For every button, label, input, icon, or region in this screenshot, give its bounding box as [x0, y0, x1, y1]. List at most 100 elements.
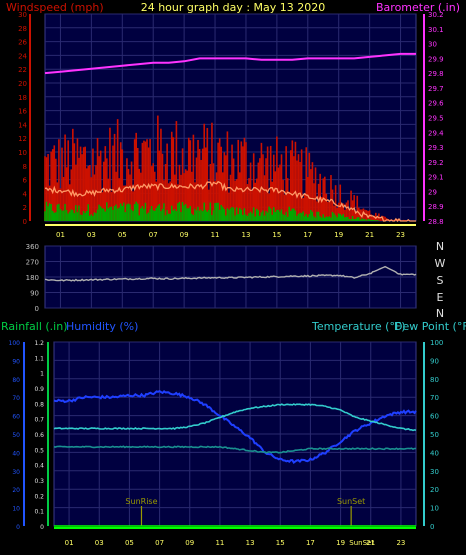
left-tick-label: 28 — [18, 25, 27, 33]
left-tick-label: 22 — [18, 66, 27, 74]
left-tick-label: 8 — [23, 163, 27, 171]
rain-tick-label: 0.7 — [34, 417, 44, 424]
x-tick-label: 01 — [65, 539, 74, 547]
rain-tick-label: 0.1 — [34, 509, 44, 516]
right-tick-label: 29.4 — [428, 129, 444, 137]
x-tick-label: 19 — [336, 539, 345, 547]
humidity-legend: Humidity (%) — [66, 320, 138, 333]
left-tick-label: 30 — [18, 11, 27, 19]
humidity-tick-label: 90 — [12, 358, 20, 365]
humidity-tick-label: 0 — [16, 524, 20, 531]
humidity-tick-label: 80 — [12, 377, 20, 384]
x-tick-label: 05 — [125, 539, 134, 547]
x-tick-label: 19 — [334, 231, 343, 239]
rain-tick-label: 0.2 — [34, 493, 44, 500]
x-tick-label: 17 — [306, 539, 315, 547]
barometer-line — [44, 52, 416, 75]
temperature-line — [53, 403, 417, 432]
right-tick-label: 29.7 — [428, 85, 444, 93]
x-tick-label: 07 — [155, 539, 164, 547]
dewpoint-legend: Dew Point (°F) — [394, 320, 466, 333]
compass-label: S — [437, 274, 444, 287]
left-tick-label: 16 — [18, 108, 27, 116]
direction-tick-label: 270 — [26, 259, 39, 267]
direction-tick-label: 180 — [26, 274, 39, 282]
right-tick-label: 29.3 — [428, 144, 444, 152]
rain-tick-label: 0.6 — [34, 432, 44, 439]
right-tick-label: 29.6 — [428, 100, 444, 108]
direction-tick-label: 90 — [30, 290, 39, 298]
x-tick-label: 09 — [185, 539, 194, 547]
wind-barometer-chart: 02468101214161820222426283028.828.92929.… — [18, 11, 444, 239]
humidity-tick-label: 30 — [12, 469, 20, 476]
humidity-tick-label: 50 — [12, 432, 20, 439]
temp-tick-label: 80 — [430, 376, 439, 384]
humidity-tick-label: 40 — [12, 450, 20, 457]
x-tick-label: 03 — [87, 231, 96, 239]
right-tick-label: 29.2 — [428, 159, 444, 167]
left-tick-label: 24 — [18, 52, 27, 60]
left-tick-label: 6 — [23, 177, 28, 185]
sunset-axis-label: SunSet — [349, 539, 374, 547]
right-tick-label: 30 — [428, 41, 437, 49]
rain-tick-label: 0.8 — [34, 401, 44, 408]
left-tick-label: 14 — [18, 121, 27, 129]
right-tick-label: 29.1 — [428, 174, 444, 182]
rainfall-legend: Rainfall (.in) — [1, 320, 68, 333]
right-tick-label: 28.9 — [428, 203, 444, 211]
temp-tick-label: 60 — [430, 413, 439, 421]
x-tick-label: 05 — [118, 231, 127, 239]
barometer-legend: Barometer (.in) — [376, 1, 460, 14]
wind-direction-line — [44, 265, 417, 282]
right-tick-label: 29.5 — [428, 115, 444, 123]
x-tick-label: 23 — [396, 231, 405, 239]
temp-tick-label: 30 — [430, 468, 439, 476]
rain-tick-label: 1.2 — [34, 340, 44, 347]
humidity-tick-label: 10 — [12, 506, 20, 513]
left-tick-label: 10 — [18, 149, 27, 157]
compass-label: N — [436, 240, 444, 253]
right-tick-label: 28.8 — [428, 218, 444, 226]
left-tick-label: 2 — [23, 204, 27, 212]
humidity-tick-label: 20 — [12, 487, 20, 494]
direction-tick-label: 360 — [26, 243, 39, 251]
rain-tick-label: 1 — [40, 371, 44, 378]
humidity-tick-label: 100 — [9, 340, 21, 347]
temp-tick-label: 100 — [430, 339, 443, 347]
temp-tick-label: 20 — [430, 486, 439, 494]
humidity-tick-label: 60 — [12, 414, 20, 421]
x-tick-label: 21 — [365, 231, 374, 239]
right-tick-label: 29 — [428, 188, 437, 196]
rain-tick-label: 0.3 — [34, 478, 44, 485]
dew-point-line — [53, 445, 416, 454]
right-tick-label: 30.2 — [428, 11, 444, 19]
compass-label: E — [437, 291, 444, 304]
x-tick-label: 07 — [149, 231, 158, 239]
temp-tick-label: 0 — [430, 523, 434, 531]
x-tick-label: 03 — [95, 539, 104, 547]
x-tick-label: 11 — [215, 539, 224, 547]
temp-tick-label: 50 — [430, 431, 439, 439]
x-tick-label: 21 — [366, 539, 375, 547]
sunrise-label: SunRise — [125, 497, 157, 506]
temp-tick-label: 10 — [430, 505, 439, 513]
left-tick-label: 18 — [18, 94, 27, 102]
x-tick-label: 15 — [272, 231, 281, 239]
rain-humidity-temperature-chart: 0102030405060708090100010203040506070809… — [9, 339, 444, 547]
compass-label: N — [436, 307, 444, 320]
rain-tick-label: 1.1 — [34, 355, 44, 362]
x-tick-label: 11 — [211, 231, 220, 239]
left-tick-label: 12 — [18, 135, 27, 143]
x-tick-label: 01 — [56, 231, 65, 239]
temperature-legend: Temperature (°F) — [311, 320, 406, 333]
x-tick-label: 13 — [246, 539, 255, 547]
sunset-label: SunSet — [337, 497, 365, 506]
windspeed-legend: Windspeed (mph) — [6, 1, 104, 14]
left-tick-label: 4 — [23, 190, 28, 198]
rain-tick-label: 0 — [40, 524, 44, 531]
temp-tick-label: 40 — [430, 449, 439, 457]
direction-tick-label: 0 — [35, 305, 39, 313]
humidity-tick-label: 70 — [12, 395, 20, 402]
